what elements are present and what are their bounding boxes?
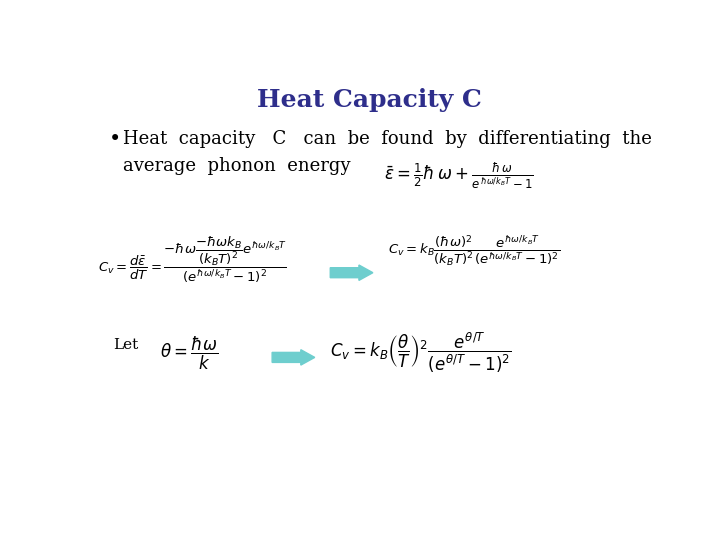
- FancyArrow shape: [330, 265, 373, 280]
- Text: Heat Capacity C: Heat Capacity C: [256, 88, 482, 112]
- Text: $\theta=\dfrac{\hbar\omega}{k}$: $\theta=\dfrac{\hbar\omega}{k}$: [160, 334, 218, 372]
- Text: average  phonon  energy: average phonon energy: [122, 157, 350, 175]
- Text: $C_v=k_B\left(\dfrac{\theta}{T}\right)^2\dfrac{e^{\theta/T}}{\left(e^{\theta/T}-: $C_v=k_B\left(\dfrac{\theta}{T}\right)^2…: [330, 330, 512, 375]
- Text: $C_v=k_B\dfrac{(\hbar\omega)^2}{(k_BT)^2}\dfrac{e^{\hbar\omega/k_BT}}{\left(e^{\: $C_v=k_B\dfrac{(\hbar\omega)^2}{(k_BT)^2…: [388, 234, 560, 269]
- FancyArrow shape: [272, 350, 315, 365]
- Text: Heat  capacity   C   can  be  found  by  differentiating  the: Heat capacity C can be found by differen…: [122, 130, 652, 148]
- Text: Let: Let: [113, 338, 138, 352]
- Text: $\bar{\varepsilon}=\frac{1}{2}\hbar\,\omega+\frac{\hbar\,\omega}{e^{\,\hbar\omeg: $\bar{\varepsilon}=\frac{1}{2}\hbar\,\om…: [384, 161, 534, 192]
- Text: •: •: [109, 130, 122, 149]
- Text: $C_v=\dfrac{d\bar{\varepsilon}}{dT}=\dfrac{-\hbar\omega\dfrac{-\hbar\omega k_B}{: $C_v=\dfrac{d\bar{\varepsilon}}{dT}=\dfr…: [98, 234, 287, 285]
